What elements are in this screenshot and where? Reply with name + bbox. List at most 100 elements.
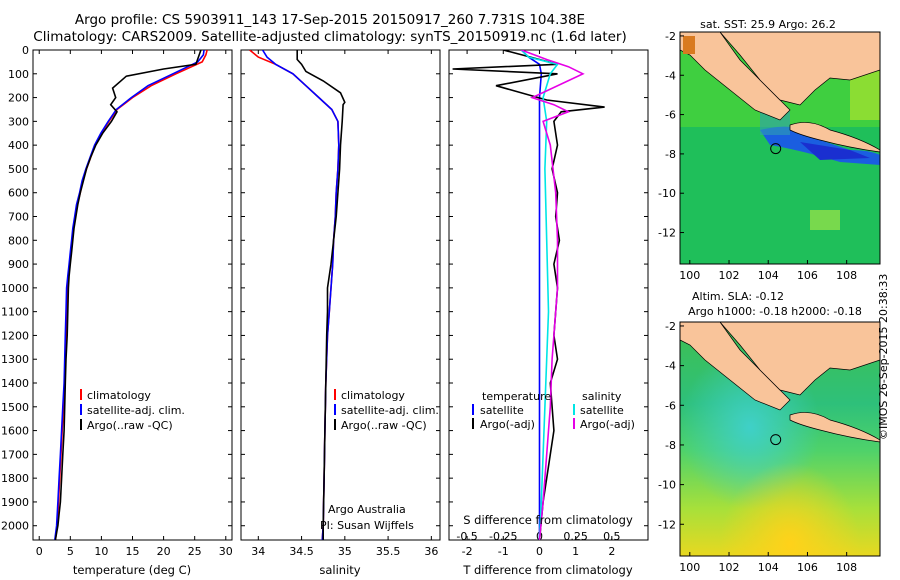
sla-map-frame xyxy=(679,321,881,557)
series-line xyxy=(452,50,605,540)
ytick-label: 1800 xyxy=(1,472,29,485)
legend-swatch xyxy=(472,418,474,429)
stick-label: -0.25 xyxy=(489,530,517,543)
series-line xyxy=(521,50,585,540)
salinity-panel: 34 34.5 35 35.5 36 climatology satellite-adj.… xyxy=(240,49,441,577)
sla-map-title: Altim. SLA: -0.12 xyxy=(692,290,784,303)
map-ytick-label: -6 xyxy=(665,399,676,412)
ytick-label: 800 xyxy=(8,234,29,247)
xtick-label: 34.5 xyxy=(289,545,314,558)
xtick-label: 10 xyxy=(94,545,108,558)
borneo-sea-land xyxy=(719,32,880,106)
java-land xyxy=(789,122,880,153)
legend-swatch xyxy=(573,404,575,415)
map-xtick-label: 104 xyxy=(758,269,779,282)
sst-map-frame xyxy=(679,31,881,265)
legend-swatch xyxy=(334,404,336,415)
xtick-label: 35 xyxy=(338,545,352,558)
temperature-xlabel: temperature (deg C) xyxy=(73,563,191,577)
series-line xyxy=(520,50,543,540)
ytick-label: 1500 xyxy=(1,401,29,414)
xtick-label: 36 xyxy=(424,545,438,558)
ytick-label: 0 xyxy=(22,44,29,57)
map-xtick-label: 102 xyxy=(719,269,740,282)
legend-label: salinity xyxy=(582,390,622,403)
sst-hot-corner xyxy=(683,36,695,54)
map-xtick-label: 100 xyxy=(679,269,700,282)
xtick-label: 30 xyxy=(219,545,233,558)
map-ytick-label: -10 xyxy=(658,479,676,492)
map-ytick-label: -8 xyxy=(665,148,676,161)
ytick-label: 1200 xyxy=(1,329,29,342)
series-line xyxy=(54,50,208,540)
xtick-label: 15 xyxy=(126,545,140,558)
legend-swatch xyxy=(573,418,575,429)
legend-label: satellite xyxy=(480,404,524,417)
legend-label: Argo(..raw -QC) xyxy=(341,419,427,432)
legend-swatch xyxy=(80,389,82,400)
sst-argo-marker xyxy=(770,143,782,155)
ytick-label: 1400 xyxy=(1,377,29,390)
salinity-axes-frame xyxy=(240,49,441,541)
map-ytick-label: -4 xyxy=(665,360,676,373)
map-ytick-label: -12 xyxy=(658,227,676,240)
map-xtick-label: 100 xyxy=(679,561,700,574)
imos-credit: ©IMOS 26-Sep-2015 20:38:33 xyxy=(877,273,890,440)
legend-label: Argo(-adj) xyxy=(480,418,535,431)
profile-title: Argo profile: CS 5903911_143 17-Sep-2015… xyxy=(74,12,586,28)
ytick-label: 1900 xyxy=(1,496,29,509)
map-ytick-label: -8 xyxy=(665,439,676,452)
difference-panel: -2 -1 0 1 2-0.5 -0.25 0 0.25 0.5 temperaturesate… xyxy=(448,49,649,577)
map-xtick-label: 106 xyxy=(797,269,818,282)
argo-australia-note: Argo Australia xyxy=(328,503,406,516)
series-line xyxy=(296,50,346,540)
ytick-label: 300 xyxy=(8,115,29,128)
map-ytick-label: -6 xyxy=(665,109,676,122)
legend-label: climatology xyxy=(341,389,405,402)
difference-axes-frame xyxy=(448,49,649,541)
sst-east-patch xyxy=(880,40,890,160)
map-ytick-label: -12 xyxy=(658,518,676,531)
map-xtick-label: 104 xyxy=(758,561,779,574)
map-xtick-label: 106 xyxy=(797,561,818,574)
xtick-label: -1 xyxy=(498,545,509,558)
map-xtick-label: 108 xyxy=(836,269,857,282)
map-ytick-label: -4 xyxy=(665,69,676,82)
series-line xyxy=(54,50,205,540)
sla-map-subtitle: Argo h1000: -0.18 h2000: -0.18 xyxy=(688,305,862,318)
series-line xyxy=(520,50,559,540)
map-ytick-label: -10 xyxy=(658,187,676,200)
stick-label: 0.25 xyxy=(563,530,588,543)
ytick-label: 600 xyxy=(8,187,29,200)
legend-swatch xyxy=(80,419,82,430)
xtick-label: -2 xyxy=(462,545,473,558)
sst-cold-core xyxy=(800,142,870,160)
legend-label: climatology xyxy=(87,389,151,402)
sla-java-land xyxy=(789,412,880,443)
legend-label: temperature xyxy=(482,390,551,403)
t-difference-xlabel: T difference from climatology xyxy=(462,563,633,577)
climatology-title: Climatology: CARS2009. Satellite-adjuste… xyxy=(33,29,627,45)
xtick-label: 35.5 xyxy=(376,545,401,558)
salinity-xlabel: salinity xyxy=(319,563,360,577)
temperature-panel: 0100200300400500600700800900100011001200… xyxy=(1,44,233,577)
legend-label: satellite-adj. clim. xyxy=(87,404,185,417)
legend-swatch xyxy=(472,404,474,415)
ytick-label: 900 xyxy=(8,258,29,271)
sla-sumatra-land xyxy=(680,322,791,411)
legend-label: satellite-adj. clim. xyxy=(341,404,439,417)
xtick-label: 2 xyxy=(608,545,615,558)
sla-borneo-land xyxy=(719,322,880,396)
map-ytick-label: -2 xyxy=(665,30,676,43)
legend-label: Argo(..raw -QC) xyxy=(87,419,173,432)
sst-map-panel: sat. SST: 25.9 Argo: 26.2 100 102 104 106 10… xyxy=(658,18,890,282)
s-difference-xlabel: S difference from climatology xyxy=(463,513,633,527)
legend-label: Argo(-adj) xyxy=(580,418,635,431)
ytick-label: 1300 xyxy=(1,353,29,366)
xtick-label: 34 xyxy=(251,545,265,558)
xtick-label: 0 xyxy=(36,545,43,558)
legend-swatch xyxy=(334,389,336,400)
legend-swatch xyxy=(334,419,336,430)
legend-label: satellite xyxy=(580,404,624,417)
